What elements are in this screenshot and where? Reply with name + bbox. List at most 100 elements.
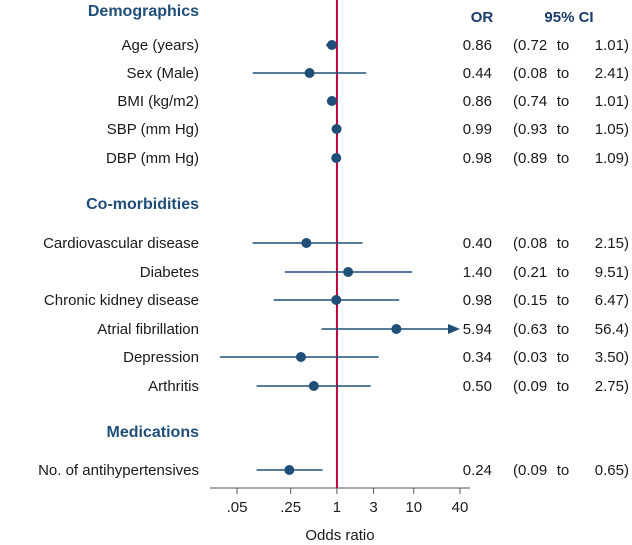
ci-lower: 0.03 bbox=[518, 349, 547, 366]
row-label: Depression bbox=[123, 349, 199, 366]
or-value: 0.86 bbox=[463, 37, 492, 54]
ci-to: to bbox=[557, 349, 570, 366]
ci-upper: 1.01 bbox=[595, 93, 624, 110]
ci-open-paren: ( bbox=[513, 150, 518, 167]
ci-to: to bbox=[557, 378, 570, 395]
ci-upper: 2.15 bbox=[595, 235, 624, 252]
x-tick-label: 10 bbox=[405, 499, 422, 516]
ci-lower: 0.89 bbox=[518, 150, 547, 167]
ci-to: to bbox=[557, 150, 570, 167]
odds-ratio-point bbox=[331, 124, 342, 134]
row-label: Sex (Male) bbox=[126, 65, 199, 82]
ci-open-paren: ( bbox=[513, 321, 518, 338]
odds-ratio-point bbox=[304, 68, 315, 78]
ci-open-paren: ( bbox=[513, 264, 518, 281]
ci-lower: 0.74 bbox=[518, 93, 547, 110]
ci-lower: 0.08 bbox=[518, 65, 547, 82]
x-tick-label: .05 bbox=[227, 499, 248, 516]
ci-close-paren: ) bbox=[624, 65, 629, 82]
ci-close-paren: ) bbox=[624, 150, 629, 167]
ci-upper: 3.50 bbox=[595, 349, 624, 366]
x-axis-label: Odds ratio bbox=[305, 527, 374, 544]
odds-ratio-point bbox=[295, 352, 306, 362]
odds-ratio-point bbox=[326, 96, 337, 106]
ci-open-paren: ( bbox=[513, 37, 518, 54]
ci-lower: 0.08 bbox=[518, 235, 547, 252]
row-label: DBP (mm Hg) bbox=[106, 150, 199, 167]
ci-close-paren: ) bbox=[624, 37, 629, 54]
ci-upper: 2.41 bbox=[595, 65, 624, 82]
ci-truncation-arrow bbox=[448, 324, 460, 334]
ci-upper: 1.01 bbox=[595, 37, 624, 54]
ci-upper: 2.75 bbox=[595, 378, 624, 395]
or-value: 0.34 bbox=[463, 349, 492, 366]
odds-ratio-point bbox=[331, 153, 342, 163]
ci-open-paren: ( bbox=[513, 121, 518, 138]
ci-upper: 56.4 bbox=[595, 321, 624, 338]
ci-upper: 9.51 bbox=[595, 264, 624, 281]
x-axis-ticks: .05 .25 1 3 10 40 bbox=[227, 488, 469, 516]
ci-close-paren: ) bbox=[624, 121, 629, 138]
row-label: SBP (mm Hg) bbox=[107, 121, 199, 138]
ci-to: to bbox=[557, 321, 570, 338]
ci-close-paren: ) bbox=[624, 321, 629, 338]
odds-ratio-point bbox=[301, 238, 312, 248]
ci-to: to bbox=[557, 65, 570, 82]
ci-open-paren: ( bbox=[513, 292, 518, 309]
ci-lower: 0.72 bbox=[518, 37, 547, 54]
or-value: 5.94 bbox=[463, 321, 492, 338]
or-value: 0.50 bbox=[463, 378, 492, 395]
or-value: 1.40 bbox=[463, 264, 492, 281]
ci-close-paren: ) bbox=[624, 462, 629, 479]
ci-upper: 1.09 bbox=[595, 150, 624, 167]
row-label: Chronic kidney disease bbox=[44, 292, 199, 309]
ci-open-paren: ( bbox=[513, 93, 518, 110]
ci-upper: 6.47 bbox=[595, 292, 624, 309]
ci-lower: 0.93 bbox=[518, 121, 547, 138]
odds-ratio-point bbox=[343, 267, 354, 277]
ci-to: to bbox=[557, 121, 570, 138]
ci-close-paren: ) bbox=[624, 93, 629, 110]
ci-close-paren: ) bbox=[624, 349, 629, 366]
section-title: Medications bbox=[107, 424, 200, 441]
or-value: 0.44 bbox=[463, 65, 492, 82]
row-label: BMI (kg/m2) bbox=[117, 93, 199, 110]
or-column-header: OR bbox=[471, 9, 494, 26]
ci-open-paren: ( bbox=[513, 65, 518, 82]
or-value: 0.40 bbox=[463, 235, 492, 252]
ci-lower: 0.21 bbox=[518, 264, 547, 281]
ci-open-paren: ( bbox=[513, 349, 518, 366]
ci-to: to bbox=[557, 37, 570, 54]
odds-ratio-point bbox=[331, 295, 342, 305]
row-label: Diabetes bbox=[140, 264, 199, 281]
row-label: Cardiovascular disease bbox=[43, 235, 199, 252]
section-title: Co-morbidities bbox=[86, 196, 199, 213]
x-tick-label: 40 bbox=[452, 499, 469, 516]
ci-to: to bbox=[557, 462, 570, 479]
ci-lower: 0.15 bbox=[518, 292, 547, 309]
odds-ratio-point bbox=[326, 40, 337, 50]
ci-upper: 0.65 bbox=[595, 462, 624, 479]
row-label: Atrial fibrillation bbox=[97, 321, 199, 338]
row-label: Age (years) bbox=[121, 37, 199, 54]
or-value: 0.98 bbox=[463, 292, 492, 309]
x-tick-label: 3 bbox=[369, 499, 377, 516]
ci-close-paren: ) bbox=[624, 235, 629, 252]
ci-upper: 1.05 bbox=[595, 121, 624, 138]
or-value: 0.24 bbox=[463, 462, 492, 479]
or-value: 0.99 bbox=[463, 121, 492, 138]
or-value: 0.98 bbox=[463, 150, 492, 167]
x-tick-label: .25 bbox=[280, 499, 301, 516]
ci-to: to bbox=[557, 93, 570, 110]
forest-rows: Demographics Age (years) 0.86 (0.72 to 1.01) S… bbox=[38, 3, 629, 479]
x-tick-label: 1 bbox=[333, 499, 341, 516]
ci-close-paren: ) bbox=[624, 264, 629, 281]
ci-open-paren: ( bbox=[513, 378, 518, 395]
plot-frame bbox=[210, 0, 470, 489]
or-value: 0.86 bbox=[463, 93, 492, 110]
ci-open-paren: ( bbox=[513, 235, 518, 252]
odds-ratio-point bbox=[391, 324, 402, 334]
ci-lower: 0.09 bbox=[518, 378, 547, 395]
odds-ratio-point bbox=[308, 381, 319, 391]
